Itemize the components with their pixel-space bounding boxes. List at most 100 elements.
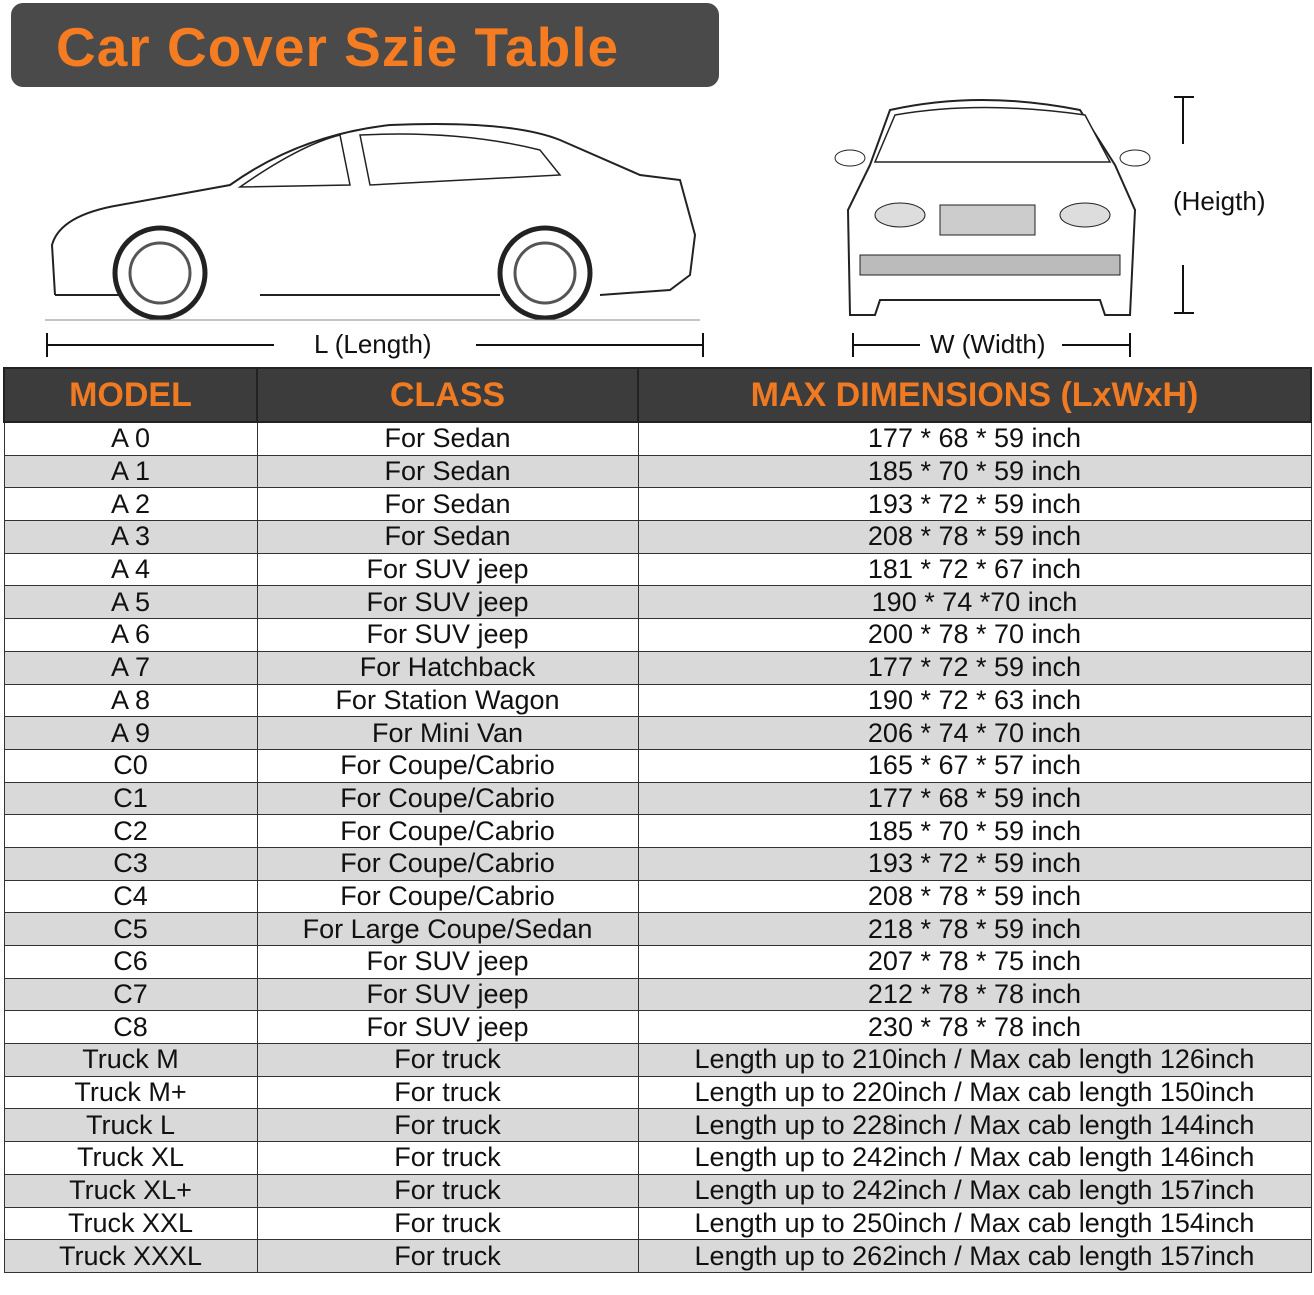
length-dimension-line-right <box>476 344 704 346</box>
dimensions-cell: 208 * 78 * 59 inch <box>637 520 1312 554</box>
dimensions-cell: 177 * 72 * 59 inch <box>637 650 1312 685</box>
dimensions-cell: 185 * 70 * 59 inch <box>637 454 1312 489</box>
dimensions-cell: Length up to 250inch / Max cab length 15… <box>637 1206 1312 1241</box>
class-cell: For Station Wagon <box>256 683 639 718</box>
table-row: A 0 For Sedan 177 * 68 * 59 inch <box>3 421 1312 456</box>
table-row: A 3 For Sedan 208 * 78 * 59 inch <box>3 520 1312 554</box>
width-tick-right <box>1129 333 1131 357</box>
class-cell: For SUV jeep <box>256 552 639 587</box>
dimensions-cell: 193 * 72 * 59 inch <box>637 846 1312 881</box>
dimensions-cell: 206 * 74 * 70 inch <box>637 716 1312 750</box>
class-cell: For SUV jeep <box>256 945 639 979</box>
class-cell: For Large Coupe/Sedan <box>256 912 639 946</box>
dimensions-cell: Length up to 242inch / Max cab length 14… <box>637 1141 1312 1175</box>
class-cell: For truck <box>256 1173 639 1208</box>
class-cell: For Hatchback <box>256 650 639 685</box>
table-row: C6 For SUV jeep 207 * 78 * 75 inch <box>3 945 1312 979</box>
class-cell: For SUV jeep <box>256 618 639 652</box>
height-label: (Heigth) <box>1173 186 1266 216</box>
class-cell: For truck <box>256 1141 639 1175</box>
dimensions-cell: Length up to 220inch / Max cab length 15… <box>637 1075 1312 1110</box>
class-cell: For truck <box>256 1108 639 1143</box>
table-row: Truck XXXL For truck Length up to 262inch … <box>3 1239 1312 1273</box>
model-cell: A 0 <box>3 421 258 456</box>
width-dimension-line-right <box>1062 344 1130 346</box>
dimensions-cell: 218 * 78 * 59 inch <box>637 912 1312 946</box>
model-cell: Truck XXL <box>3 1206 258 1241</box>
table-row: A 9 For Mini Van 206 * 74 * 70 inch <box>3 716 1312 750</box>
table-row: Truck L For truck Length up to 228inch / M… <box>3 1108 1312 1143</box>
header-dimensions: MAX DIMENSIONS (LxWxH) <box>637 367 1312 423</box>
model-cell: C0 <box>3 748 258 783</box>
model-cell: Truck M+ <box>3 1075 258 1110</box>
class-cell: For Coupe/Cabrio <box>256 879 639 914</box>
dimensions-cell: 177 * 68 * 59 inch <box>637 781 1312 816</box>
size-table: MODEL CLASS MAX DIMENSIONS (LxWxH) A 0 Fo… <box>3 367 1312 1273</box>
model-cell: Truck XXXL <box>3 1239 258 1273</box>
table-row: C1 For Coupe/Cabrio 177 * 68 * 59 inch <box>3 781 1312 816</box>
table-row: C3 For Coupe/Cabrio 193 * 72 * 59 inch <box>3 846 1312 881</box>
length-tick-left <box>46 333 48 357</box>
table-row: C2 For Coupe/Cabrio 185 * 70 * 59 inch <box>3 814 1312 848</box>
height-dimension-line <box>1182 96 1184 144</box>
model-cell: A 6 <box>3 618 258 652</box>
model-cell: C3 <box>3 846 258 881</box>
class-cell: For Coupe/Cabrio <box>256 814 639 848</box>
model-cell: Truck L <box>3 1108 258 1143</box>
model-cell: C7 <box>3 977 258 1012</box>
class-cell: For Sedan <box>256 421 639 456</box>
header-class: CLASS <box>256 367 639 423</box>
model-cell: C8 <box>3 1010 258 1045</box>
model-cell: Truck M <box>3 1043 258 1077</box>
table-row: Truck XL For truck Length up to 242inch / … <box>3 1141 1312 1175</box>
dimensions-cell: 190 * 74 *70 inch <box>637 585 1312 620</box>
width-dimension-line <box>852 344 920 346</box>
class-cell: For Mini Van <box>256 716 639 750</box>
table-row: C8 For SUV jeep 230 * 78 * 78 inch <box>3 1010 1312 1045</box>
dimensions-cell: 207 * 78 * 75 inch <box>637 945 1312 979</box>
model-cell: C1 <box>3 781 258 816</box>
dimensions-cell: 185 * 70 * 59 inch <box>637 814 1312 848</box>
dimensions-cell: Length up to 210inch / Max cab length 12… <box>637 1043 1312 1077</box>
length-tick-right <box>702 333 704 357</box>
model-cell: A 8 <box>3 683 258 718</box>
header-model: MODEL <box>3 367 258 423</box>
table-row: C5 For Large Coupe/Sedan 218 * 78 * 59 inc… <box>3 912 1312 946</box>
width-label: W (Width) <box>930 329 1046 359</box>
dimensions-cell: 190 * 72 * 63 inch <box>637 683 1312 718</box>
model-cell: Truck XL <box>3 1141 258 1175</box>
model-cell: A 1 <box>3 454 258 489</box>
dimensions-cell: 208 * 78 * 59 inch <box>637 879 1312 914</box>
model-cell: A 5 <box>3 585 258 620</box>
table-row: C4 For Coupe/Cabrio 208 * 78 * 59 inch <box>3 879 1312 914</box>
table-row: Truck XXL For truck Length up to 250inch /… <box>3 1206 1312 1241</box>
dimensions-cell: 177 * 68 * 59 inch <box>637 421 1312 456</box>
dimensions-cell: 200 * 78 * 70 inch <box>637 618 1312 652</box>
table-row: Truck M+ For truck Length up to 220inch / … <box>3 1075 1312 1110</box>
table-row: A 4 For SUV jeep 181 * 72 * 67 inch <box>3 552 1312 587</box>
class-cell: For Coupe/Cabrio <box>256 748 639 783</box>
model-cell: A 7 <box>3 650 258 685</box>
car-front-view-illustration <box>834 99 1151 316</box>
height-dimension-line-bottom <box>1182 265 1184 313</box>
class-cell: For truck <box>256 1075 639 1110</box>
class-cell: For Coupe/Cabrio <box>256 781 639 816</box>
table-row: A 8 For Station Wagon 190 * 72 * 63 inch <box>3 683 1312 718</box>
table-row: C7 For SUV jeep 212 * 78 * 78 inch <box>3 977 1312 1012</box>
model-cell: C6 <box>3 945 258 979</box>
class-cell: For Sedan <box>256 520 639 554</box>
model-cell: A 3 <box>3 520 258 554</box>
class-cell: For Sedan <box>256 487 639 522</box>
height-tick-top <box>1174 96 1194 98</box>
table-row: A 5 For SUV jeep 190 * 74 *70 inch <box>3 585 1312 620</box>
height-tick-bottom <box>1174 312 1194 314</box>
class-cell: For truck <box>256 1043 639 1077</box>
table-row: Truck M For truck Length up to 210inch / M… <box>3 1043 1312 1077</box>
table-row: A 2 For Sedan 193 * 72 * 59 inch <box>3 487 1312 522</box>
dimensions-cell: 230 * 78 * 78 inch <box>637 1010 1312 1045</box>
class-cell: For truck <box>256 1239 639 1273</box>
table-row: C0 For Coupe/Cabrio 165 * 67 * 57 inch <box>3 748 1312 783</box>
length-label: L (Length) <box>314 329 432 359</box>
title-banner: Car Cover Szie Table <box>11 3 719 87</box>
class-cell: For Sedan <box>256 454 639 489</box>
